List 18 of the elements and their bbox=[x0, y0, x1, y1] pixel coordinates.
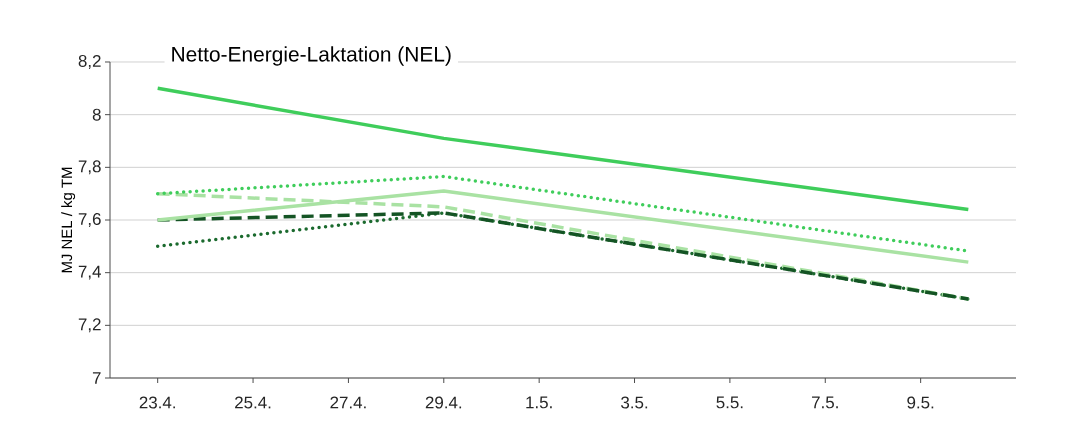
x-tick-label: 9.5. bbox=[907, 396, 934, 409]
y-tick-label: 7,4 bbox=[78, 265, 101, 280]
x-tick-label: 1.5. bbox=[526, 396, 552, 409]
x-tick-label: 25.4. bbox=[235, 396, 271, 409]
chart-title: Netto-Energie-Laktation (NEL) bbox=[172, 46, 451, 66]
y-tick-label: 7,2 bbox=[78, 318, 101, 333]
x-tick-label: 27.4. bbox=[330, 396, 366, 409]
x-tick-label: 7.5. bbox=[812, 396, 838, 409]
y-tick-label: 7,6 bbox=[78, 213, 101, 227]
y-tick-label: 7,8 bbox=[78, 160, 101, 175]
x-tick-label: 23.4. bbox=[139, 396, 175, 409]
x-tick-label: 5.5. bbox=[716, 396, 743, 409]
y-tick-label: 7 bbox=[92, 372, 101, 384]
x-tick-label: 29.4. bbox=[425, 396, 462, 409]
y-tick-label: 8 bbox=[92, 108, 101, 121]
y-tick-label: 8,2 bbox=[78, 55, 101, 69]
x-tick-label: 3.5. bbox=[621, 396, 648, 409]
y-axis-title: MJ NEL / kg TM bbox=[61, 167, 76, 273]
